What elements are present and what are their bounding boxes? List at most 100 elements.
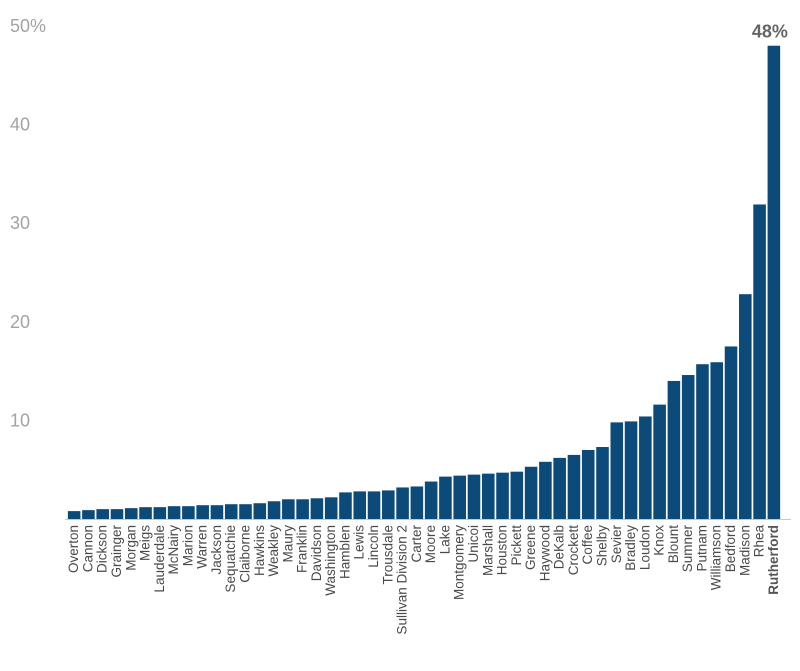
x-tick-label: Bradley: [623, 525, 638, 571]
bar-weakley: [267, 501, 281, 519]
bar-blount: [667, 380, 681, 519]
x-tick-label: Franklin: [295, 525, 310, 573]
x-tick-label: Sullivan Division 2: [395, 525, 410, 635]
bar-madison: [739, 294, 752, 519]
x-tick-label: Davidson: [309, 525, 324, 581]
bar-lake: [439, 476, 452, 519]
bar-jackson: [210, 505, 224, 519]
bar-sullivan-division-2: [396, 487, 409, 519]
bar-coffee: [581, 449, 595, 519]
x-tick-label: Greene: [523, 525, 538, 570]
bar-lewis: [353, 491, 367, 519]
x-tick-label: DeKalb: [552, 525, 567, 569]
bar-crockett: [567, 454, 581, 519]
bar-houston: [496, 472, 509, 519]
bar-carter: [410, 486, 424, 519]
x-tick-label: Marion: [180, 525, 195, 566]
y-tick-label: 30: [10, 213, 30, 233]
bar-washington: [324, 497, 338, 519]
x-axis-labels: Overton Cannon Dickson Grainger Morgan Meigs L…: [66, 524, 781, 634]
bar-putnam: [696, 364, 709, 519]
x-tick-label: Montgomery: [452, 525, 467, 600]
x-tick-label: Maury: [280, 525, 295, 563]
x-tick-label: Coffee: [580, 525, 595, 565]
x-tick-label: Rutherford: [766, 525, 781, 595]
bar-pickett: [510, 471, 524, 519]
bar-claiborne: [239, 504, 252, 519]
bar-maury: [282, 499, 295, 519]
x-tick-label: Bedford: [723, 525, 738, 572]
y-tick-label: 50%: [10, 16, 46, 36]
x-tick-label: Warren: [195, 525, 210, 569]
bar-greene: [524, 466, 538, 519]
bar-dickson: [96, 509, 109, 519]
x-tick-label: Claiborne: [238, 525, 253, 583]
x-tick-label: Madison: [737, 525, 752, 576]
bar-hawkins: [253, 503, 267, 519]
y-tick-label: 20: [10, 312, 30, 332]
x-tick-label: Lauderdale: [152, 525, 167, 593]
bar-hamblen: [339, 492, 352, 519]
x-tick-label: Trousdale: [380, 525, 395, 585]
bar-unicoi: [467, 474, 481, 519]
bar-bradley: [624, 421, 638, 519]
x-tick-label: Pickett: [509, 525, 524, 566]
bar-rutherford: [767, 45, 781, 519]
x-tick-label: Lake: [437, 525, 452, 554]
x-tick-label: Lewis: [352, 525, 367, 560]
bar-lincoln: [367, 491, 381, 519]
data-label: 48%: [752, 22, 788, 42]
x-tick-label: Cannon: [80, 525, 95, 572]
bars: [67, 45, 781, 519]
x-tick-label: Weakley: [266, 525, 281, 577]
x-tick-label: Hamblen: [337, 525, 352, 579]
x-tick-label: Overton: [66, 525, 81, 573]
x-tick-label: Haywood: [537, 525, 552, 581]
x-tick-label: Meigs: [138, 525, 153, 561]
x-tick-label: Sequatchie: [223, 525, 238, 593]
bar-mcnairy: [167, 506, 181, 519]
x-tick-label: Loudon: [637, 525, 652, 570]
x-tick-label: Morgan: [123, 525, 138, 571]
bar-knox: [653, 404, 666, 519]
bar-dekalb: [553, 457, 566, 519]
y-axis: 10 20 30 40 50%: [10, 16, 46, 430]
bar-grainger: [110, 509, 124, 519]
bar-sumner: [681, 375, 695, 519]
x-tick-label: Carter: [409, 525, 424, 563]
x-tick-label: Sevier: [609, 524, 624, 563]
bar-lauderdale: [153, 507, 167, 519]
bar-moore: [424, 481, 438, 519]
bar-overton: [67, 511, 81, 519]
x-tick-label: Rhea: [752, 525, 767, 558]
bar-meigs: [139, 507, 152, 519]
bar-montgomery: [453, 475, 466, 519]
x-tick-label: Dickson: [95, 525, 110, 573]
bar-williamson: [710, 362, 724, 519]
data-labels: 48%: [752, 22, 788, 42]
x-tick-label: Marshall: [480, 525, 495, 576]
bar-trousdale: [382, 490, 395, 519]
bar-marshall: [481, 473, 495, 519]
bar-sequatchie: [224, 504, 238, 519]
x-tick-label: Houston: [495, 525, 510, 575]
x-tick-label: Crockett: [566, 525, 581, 576]
x-tick-label: Hawkins: [252, 525, 267, 576]
y-tick-label: 10: [10, 410, 30, 430]
x-tick-label: Knox: [652, 525, 667, 556]
x-tick-label: Jackson: [209, 525, 224, 575]
bar-sevier: [610, 422, 624, 519]
bar-cannon: [82, 510, 95, 519]
x-tick-label: McNairy: [166, 525, 181, 575]
y-tick-label: 40: [10, 115, 30, 135]
x-tick-label: Putnam: [694, 525, 709, 572]
x-tick-label: Shelby: [595, 525, 610, 567]
bar-bedford: [724, 346, 738, 519]
x-tick-label: Sumner: [680, 525, 695, 573]
x-tick-label: Moore: [423, 525, 438, 563]
bar-shelby: [596, 447, 609, 519]
bar-morgan: [124, 508, 138, 519]
bar-franklin: [296, 499, 309, 519]
bar-davidson: [310, 498, 324, 519]
